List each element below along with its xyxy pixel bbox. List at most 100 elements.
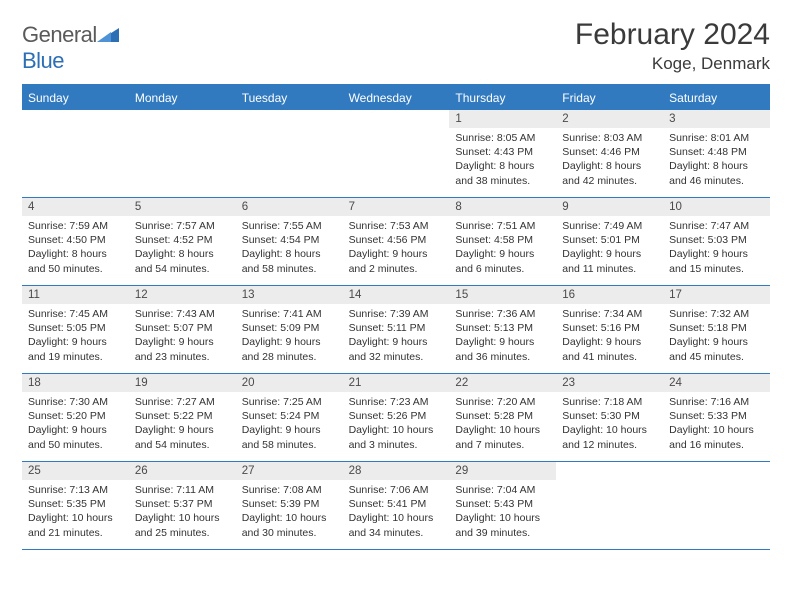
daylight-line-2: and 45 minutes.: [669, 350, 764, 364]
day-number: 5: [129, 198, 236, 216]
location: Koge, Denmark: [575, 54, 770, 74]
day-body: Sunrise: 7:08 AMSunset: 5:39 PMDaylight:…: [236, 480, 343, 545]
daylight-line-2: and 42 minutes.: [562, 174, 657, 188]
daylight-line-2: and 41 minutes.: [562, 350, 657, 364]
day-number: 21: [343, 374, 450, 392]
day-body: Sunrise: 7:20 AMSunset: 5:28 PMDaylight:…: [449, 392, 556, 457]
sunset-line: Sunset: 5:18 PM: [669, 321, 764, 335]
daylight-line-2: and 25 minutes.: [135, 526, 230, 540]
sunrise-line: Sunrise: 7:45 AM: [28, 307, 123, 321]
calendar-cell-empty: ..: [22, 110, 129, 198]
sunset-line: Sunset: 5:33 PM: [669, 409, 764, 423]
calendar-cell: 29Sunrise: 7:04 AMSunset: 5:43 PMDayligh…: [449, 462, 556, 550]
day-number: 7: [343, 198, 450, 216]
daylight-line-1: Daylight: 8 hours: [28, 247, 123, 261]
sunrise-line: Sunrise: 7:36 AM: [455, 307, 550, 321]
calendar-cell: 21Sunrise: 7:23 AMSunset: 5:26 PMDayligh…: [343, 374, 450, 462]
calendar-cell-empty: ..: [236, 110, 343, 198]
sunset-line: Sunset: 4:46 PM: [562, 145, 657, 159]
calendar-cell: 10Sunrise: 7:47 AMSunset: 5:03 PMDayligh…: [663, 198, 770, 286]
day-number: 26: [129, 462, 236, 480]
day-body: Sunrise: 7:49 AMSunset: 5:01 PMDaylight:…: [556, 216, 663, 281]
sunset-line: Sunset: 5:43 PM: [455, 497, 550, 511]
daylight-line-2: and 58 minutes.: [242, 438, 337, 452]
day-number: 13: [236, 286, 343, 304]
day-number: 8: [449, 198, 556, 216]
sunset-line: Sunset: 4:56 PM: [349, 233, 444, 247]
daylight-line-2: and 7 minutes.: [455, 438, 550, 452]
sunrise-line: Sunrise: 8:05 AM: [455, 131, 550, 145]
day-number: 29: [449, 462, 556, 480]
day-body: Sunrise: 7:25 AMSunset: 5:24 PMDaylight:…: [236, 392, 343, 457]
daylight-line-1: Daylight: 9 hours: [135, 335, 230, 349]
calendar-cell: 3Sunrise: 8:01 AMSunset: 4:48 PMDaylight…: [663, 110, 770, 198]
daylight-line-2: and 28 minutes.: [242, 350, 337, 364]
header: GeneralBlue February 2024 Koge, Denmark: [22, 18, 770, 74]
daylight-line-1: Daylight: 9 hours: [349, 335, 444, 349]
calendar-cell: 16Sunrise: 7:34 AMSunset: 5:16 PMDayligh…: [556, 286, 663, 374]
calendar-cell: 2Sunrise: 8:03 AMSunset: 4:46 PMDaylight…: [556, 110, 663, 198]
day-body: Sunrise: 7:51 AMSunset: 4:58 PMDaylight:…: [449, 216, 556, 281]
daylight-line-2: and 16 minutes.: [669, 438, 764, 452]
daylight-line-1: Daylight: 10 hours: [562, 423, 657, 437]
day-body: Sunrise: 7:34 AMSunset: 5:16 PMDaylight:…: [556, 304, 663, 369]
daylight-line-1: Daylight: 9 hours: [562, 247, 657, 261]
sunset-line: Sunset: 4:43 PM: [455, 145, 550, 159]
day-number: 15: [449, 286, 556, 304]
day-number: 1: [449, 110, 556, 128]
sunset-line: Sunset: 5:11 PM: [349, 321, 444, 335]
daylight-line-1: Daylight: 9 hours: [28, 423, 123, 437]
daylight-line-1: Daylight: 10 hours: [349, 511, 444, 525]
sunset-line: Sunset: 5:09 PM: [242, 321, 337, 335]
day-number: 23: [556, 374, 663, 392]
sunrise-line: Sunrise: 7:20 AM: [455, 395, 550, 409]
daylight-line-2: and 54 minutes.: [135, 262, 230, 276]
calendar-cell: 14Sunrise: 7:39 AMSunset: 5:11 PMDayligh…: [343, 286, 450, 374]
day-number: 12: [129, 286, 236, 304]
sunrise-line: Sunrise: 7:16 AM: [669, 395, 764, 409]
sunrise-line: Sunrise: 7:47 AM: [669, 219, 764, 233]
day-body: Sunrise: 7:06 AMSunset: 5:41 PMDaylight:…: [343, 480, 450, 545]
daylight-line-2: and 34 minutes.: [349, 526, 444, 540]
sunset-line: Sunset: 5:13 PM: [455, 321, 550, 335]
day-number: 3: [663, 110, 770, 128]
sunset-line: Sunset: 5:01 PM: [562, 233, 657, 247]
calendar-cell: 22Sunrise: 7:20 AMSunset: 5:28 PMDayligh…: [449, 374, 556, 462]
sunrise-line: Sunrise: 7:11 AM: [135, 483, 230, 497]
calendar-cell: 27Sunrise: 7:08 AMSunset: 5:39 PMDayligh…: [236, 462, 343, 550]
calendar-cell: 12Sunrise: 7:43 AMSunset: 5:07 PMDayligh…: [129, 286, 236, 374]
sunset-line: Sunset: 5:39 PM: [242, 497, 337, 511]
daylight-line-1: Daylight: 10 hours: [135, 511, 230, 525]
day-body: Sunrise: 7:53 AMSunset: 4:56 PMDaylight:…: [343, 216, 450, 281]
day-body: Sunrise: 7:16 AMSunset: 5:33 PMDaylight:…: [663, 392, 770, 457]
daylight-line-1: Daylight: 10 hours: [28, 511, 123, 525]
daylight-line-1: Daylight: 8 hours: [669, 159, 764, 173]
day-body: Sunrise: 7:13 AMSunset: 5:35 PMDaylight:…: [22, 480, 129, 545]
day-number: 28: [343, 462, 450, 480]
sunrise-line: Sunrise: 7:53 AM: [349, 219, 444, 233]
calendar-cell: 26Sunrise: 7:11 AMSunset: 5:37 PMDayligh…: [129, 462, 236, 550]
day-number: 17: [663, 286, 770, 304]
day-number: 9: [556, 198, 663, 216]
sunrise-line: Sunrise: 7:18 AM: [562, 395, 657, 409]
sunrise-line: Sunrise: 7:13 AM: [28, 483, 123, 497]
calendar-cell: 11Sunrise: 7:45 AMSunset: 5:05 PMDayligh…: [22, 286, 129, 374]
calendar-cell: 5Sunrise: 7:57 AMSunset: 4:52 PMDaylight…: [129, 198, 236, 286]
day-body: Sunrise: 7:36 AMSunset: 5:13 PMDaylight:…: [449, 304, 556, 369]
sunset-line: Sunset: 5:26 PM: [349, 409, 444, 423]
day-body: Sunrise: 7:11 AMSunset: 5:37 PMDaylight:…: [129, 480, 236, 545]
day-number: 10: [663, 198, 770, 216]
sunrise-line: Sunrise: 7:27 AM: [135, 395, 230, 409]
daylight-line-1: Daylight: 10 hours: [242, 511, 337, 525]
day-number: 11: [22, 286, 129, 304]
day-number: 18: [22, 374, 129, 392]
sunrise-line: Sunrise: 7:39 AM: [349, 307, 444, 321]
sunset-line: Sunset: 5:07 PM: [135, 321, 230, 335]
calendar-cell: 18Sunrise: 7:30 AMSunset: 5:20 PMDayligh…: [22, 374, 129, 462]
calendar-cell: 15Sunrise: 7:36 AMSunset: 5:13 PMDayligh…: [449, 286, 556, 374]
calendar-cell-empty: ..: [663, 462, 770, 550]
day-number: 25: [22, 462, 129, 480]
sunrise-line: Sunrise: 8:01 AM: [669, 131, 764, 145]
daylight-line-2: and 6 minutes.: [455, 262, 550, 276]
day-number: 6: [236, 198, 343, 216]
